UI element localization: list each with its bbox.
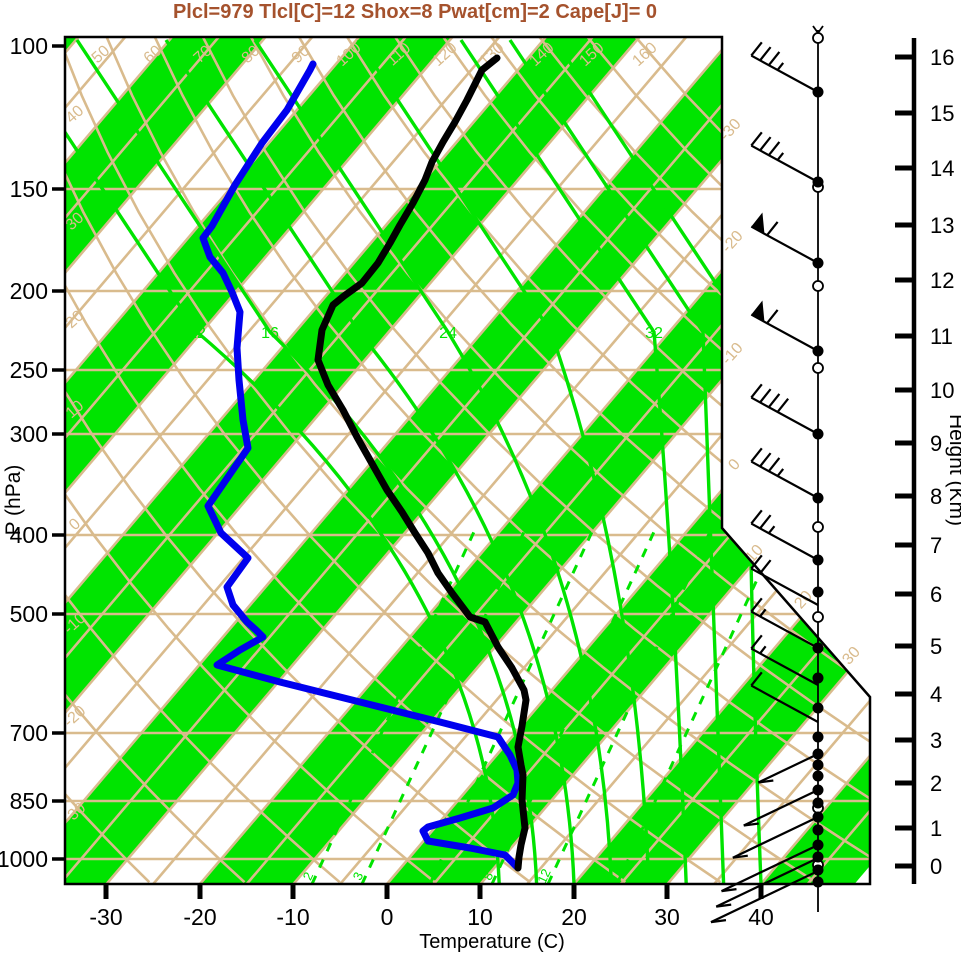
wind-station-dot [813, 877, 824, 888]
height-tick-label: 9 [930, 431, 942, 456]
pressure-tick-label: 850 [10, 788, 48, 814]
wind-staff-top-fork [813, 26, 823, 33]
chart-title-group: Plcl=979 Tlcl[C]=12 Shox=8 Pwat[cm]=2 Ca… [173, 1, 657, 23]
wind-station-dot [813, 749, 824, 760]
temperature-axis-title: Temperature (C) [419, 931, 565, 953]
wind-station-dot [813, 587, 824, 598]
wind-station-dot [813, 840, 824, 851]
height-tick-label: 11 [930, 324, 953, 349]
height-tick-label: 10 [930, 378, 954, 403]
pressure-tick-label: 100 [10, 33, 48, 59]
wind-station-dot [813, 673, 824, 684]
wind-barb [751, 132, 818, 182]
height-tick-label: 5 [930, 634, 942, 659]
wind-station-dot [813, 812, 824, 823]
moist-adiabat-label: 24 [439, 325, 457, 342]
wind-barb [751, 42, 818, 92]
wind-station-dot [813, 785, 824, 796]
height-tick-label: 8 [930, 484, 942, 509]
height-tick-label: 1 [930, 816, 942, 841]
wind-station-dot [813, 555, 824, 566]
wind-station-dot [813, 732, 824, 743]
wind-station-dot [813, 798, 824, 809]
temperature-tick-label: -20 [183, 904, 216, 930]
height-tick-label: 2 [930, 771, 942, 796]
pressure-tick-label: 500 [10, 601, 48, 627]
pressure-tick-label: 250 [10, 357, 48, 383]
wind-barb [744, 790, 818, 825]
wind-barb [751, 301, 818, 351]
height-axis-title: Height (Km) [945, 414, 961, 526]
moist-adiabat-label: 12 [188, 325, 206, 342]
pressure-axis-title: P (hPa) [2, 465, 25, 536]
wind-station-dot [813, 825, 824, 836]
pressure-tick-label: 1000 [0, 846, 48, 872]
wind-open-circle [813, 281, 823, 291]
pressure-tick-label: 700 [10, 720, 48, 746]
pressure-tick-label: 200 [10, 278, 48, 304]
wind-station-dot [813, 429, 824, 440]
temperature-tick-label: 30 [654, 904, 680, 930]
wind-station-dot [813, 346, 824, 357]
pressure-tick-label: 300 [10, 421, 48, 447]
pressure-tick-label: 150 [10, 176, 48, 202]
temperature-tick-label: 40 [748, 904, 774, 930]
moist-adiabat-label: 32 [645, 325, 663, 342]
wind-open-circle [813, 612, 823, 622]
wind-station-dot [813, 258, 824, 269]
height-tick-label: 14 [930, 156, 954, 181]
moist-adiabat-label: 16 [261, 325, 279, 342]
wind-barb [751, 448, 818, 498]
height-tick-label: 12 [930, 268, 954, 293]
wind-station-dot [813, 852, 824, 863]
height-tick-label: 13 [930, 213, 954, 238]
height-tick-label: 3 [930, 728, 942, 753]
wind-barb [751, 384, 818, 434]
chart-title: Plcl=979 Tlcl[C]=12 Shox=8 Pwat[cm]=2 Ca… [173, 1, 657, 23]
temperature-tick-label: -30 [89, 904, 122, 930]
wind-station-dot [813, 760, 824, 771]
isotherm-label: 0 [725, 456, 744, 474]
wind-open-circle [813, 363, 823, 373]
wind-station-dot [813, 703, 824, 714]
isotherm-line [0, 37, 32, 884]
wind-station-dot [813, 493, 824, 504]
wind-open-circle [813, 522, 823, 532]
temperature-tick-label: 10 [467, 904, 493, 930]
wind-station-dot [813, 177, 824, 188]
height-tick-label: 7 [930, 533, 942, 558]
wind-open-circle [813, 33, 823, 43]
height-tick-label: 15 [930, 101, 954, 126]
wind-station-dot [813, 643, 824, 654]
mixing-ratio-label: 2 [300, 870, 317, 883]
temperature-tick-label: -10 [276, 904, 309, 930]
wind-station-dot [813, 87, 824, 98]
temperature-tick-label: 0 [381, 904, 394, 930]
height-tick-label: 16 [930, 45, 954, 70]
height-tick-label: 6 [930, 582, 942, 607]
wind-barb [751, 213, 818, 263]
wind-station-dot [813, 865, 824, 876]
temperature-tick-label: 20 [561, 904, 587, 930]
height-tick-label: 4 [930, 682, 942, 707]
height-tick-label: 0 [930, 854, 942, 879]
dry-adiabat-label: 20 [63, 307, 88, 332]
wind-station-dot [813, 771, 824, 782]
temperature-axis: -30 -20 -10 0 10 20 30 40 Temperature (C) [89, 884, 773, 953]
mixing-ratio-label: 3 [350, 870, 367, 883]
